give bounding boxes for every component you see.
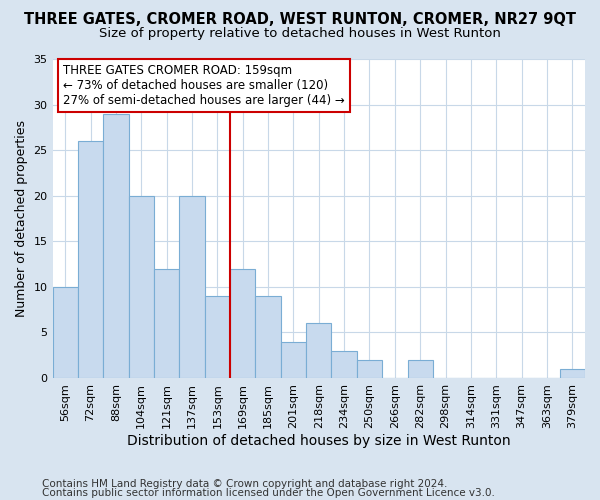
Text: Contains public sector information licensed under the Open Government Licence v3: Contains public sector information licen… xyxy=(42,488,495,498)
Bar xyxy=(103,114,128,378)
Bar xyxy=(560,369,585,378)
Bar xyxy=(154,268,179,378)
Y-axis label: Number of detached properties: Number of detached properties xyxy=(15,120,28,317)
Text: THREE GATES CROMER ROAD: 159sqm
← 73% of detached houses are smaller (120)
27% o: THREE GATES CROMER ROAD: 159sqm ← 73% of… xyxy=(63,64,345,107)
X-axis label: Distribution of detached houses by size in West Runton: Distribution of detached houses by size … xyxy=(127,434,511,448)
Bar xyxy=(53,287,78,378)
Bar xyxy=(306,324,331,378)
Text: Size of property relative to detached houses in West Runton: Size of property relative to detached ho… xyxy=(99,28,501,40)
Bar xyxy=(256,296,281,378)
Bar xyxy=(357,360,382,378)
Bar xyxy=(230,268,256,378)
Bar xyxy=(179,196,205,378)
Text: Contains HM Land Registry data © Crown copyright and database right 2024.: Contains HM Land Registry data © Crown c… xyxy=(42,479,448,489)
Bar xyxy=(78,141,103,378)
Bar xyxy=(128,196,154,378)
Bar xyxy=(205,296,230,378)
Bar xyxy=(281,342,306,378)
Bar xyxy=(407,360,433,378)
Bar xyxy=(331,350,357,378)
Text: THREE GATES, CROMER ROAD, WEST RUNTON, CROMER, NR27 9QT: THREE GATES, CROMER ROAD, WEST RUNTON, C… xyxy=(24,12,576,28)
